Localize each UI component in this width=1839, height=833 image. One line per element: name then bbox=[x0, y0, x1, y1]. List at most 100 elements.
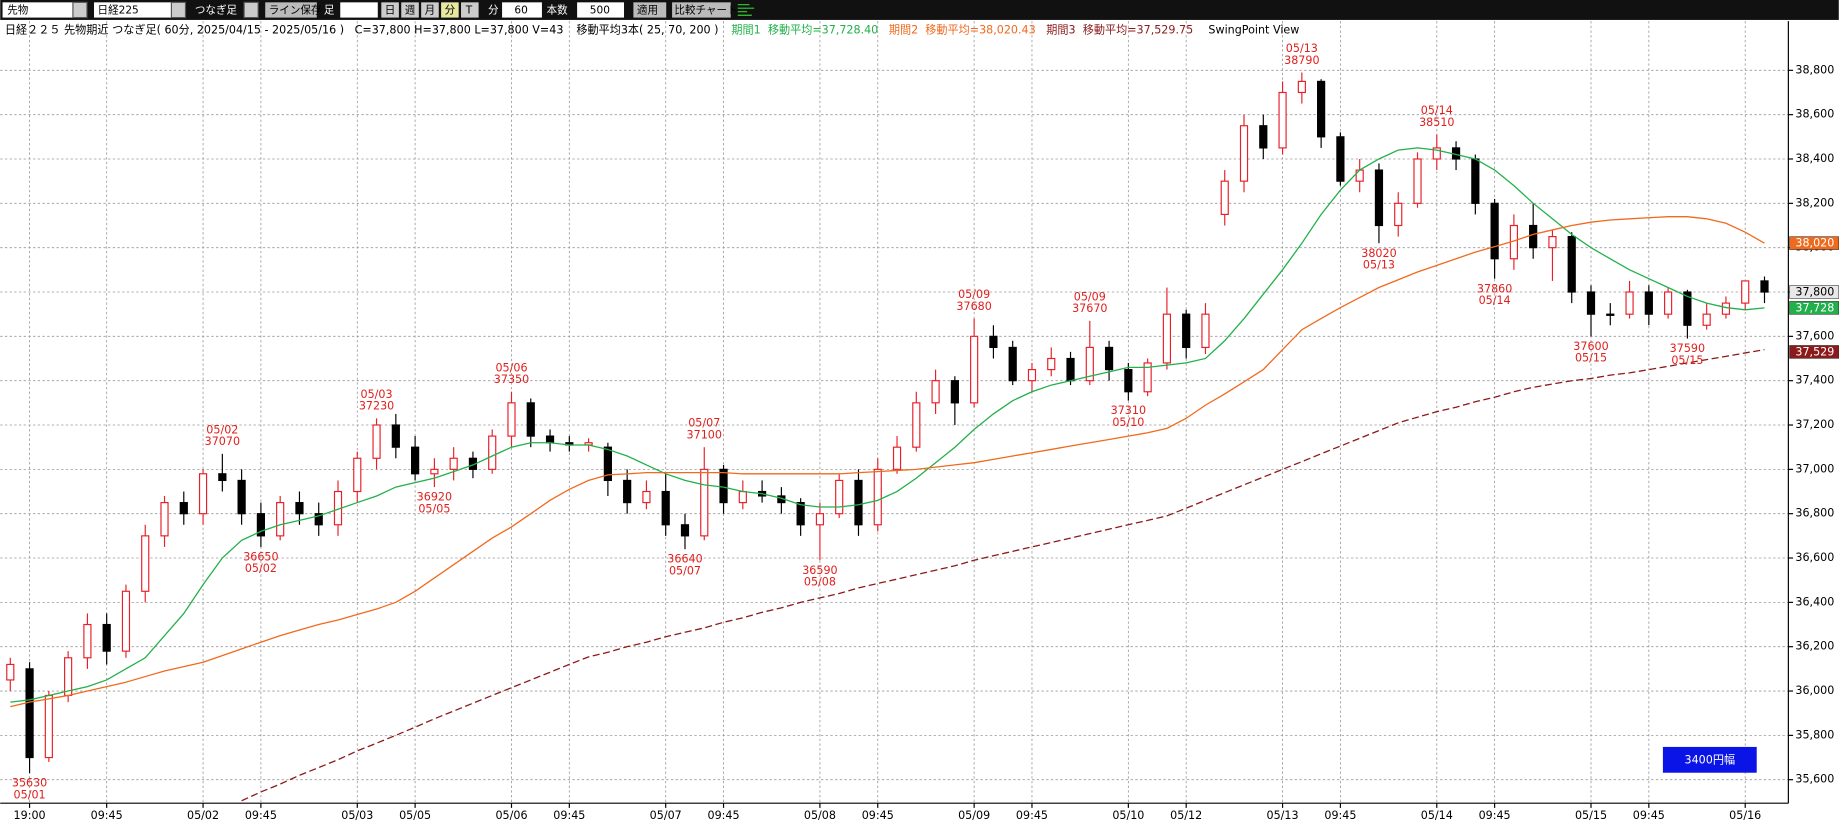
candle-body bbox=[1047, 357, 1056, 371]
candle-body bbox=[1548, 235, 1557, 249]
day-button[interactable] bbox=[381, 2, 399, 18]
symbol: 日経225 bbox=[98, 4, 139, 17]
info-title: 日経２２５ 先物期近 つなぎ足( 60分, 2025/04/15 - 2025/… bbox=[5, 22, 344, 36]
candle-body bbox=[1741, 280, 1750, 304]
candle-body bbox=[488, 435, 497, 470]
market-select[interactable] bbox=[2, 2, 87, 18]
candle-body bbox=[1278, 91, 1287, 149]
candle-body bbox=[1529, 224, 1538, 249]
x-tick-label: 05/02 bbox=[187, 809, 219, 822]
swing-date: 05/13 bbox=[1363, 259, 1395, 272]
candle-body bbox=[1066, 357, 1075, 382]
candle-body bbox=[642, 490, 651, 504]
candle-body bbox=[1394, 202, 1403, 227]
candle-body bbox=[815, 513, 825, 526]
bar-label: 足 bbox=[324, 5, 335, 17]
swing-value: 37350 bbox=[494, 373, 529, 386]
week-button[interactable] bbox=[401, 2, 419, 18]
dropdown-button[interactable] bbox=[72, 1, 88, 19]
candle-body bbox=[1644, 291, 1653, 315]
dropdown-button[interactable] bbox=[170, 1, 187, 19]
tick-button[interactable] bbox=[461, 2, 479, 18]
x-tick-label: 09:45 bbox=[91, 809, 123, 822]
swing-value: 37590 bbox=[1670, 342, 1705, 355]
x-tick-label: 05/10 bbox=[1112, 809, 1144, 822]
candle-body bbox=[989, 335, 998, 349]
candle-body bbox=[873, 468, 882, 526]
save-button[interactable] bbox=[265, 2, 317, 18]
day-label: 日 bbox=[385, 5, 396, 17]
swing-date: 05/09 bbox=[1074, 290, 1106, 303]
candle-body bbox=[1143, 362, 1152, 393]
candle-body bbox=[25, 668, 34, 759]
candle-body bbox=[1085, 346, 1094, 382]
swing-value: 36640 bbox=[667, 553, 702, 566]
candle-body bbox=[44, 694, 53, 759]
y-tick-label: 35,600 bbox=[1795, 773, 1834, 786]
symbol-select[interactable] bbox=[94, 2, 186, 18]
candle-body bbox=[430, 468, 439, 475]
candle-body bbox=[680, 524, 690, 537]
apply-button[interactable] bbox=[633, 2, 667, 18]
candle-body bbox=[1702, 313, 1711, 326]
plot-background bbox=[0, 21, 1789, 804]
ma1-label: 移動平均=37,728.40 bbox=[768, 22, 878, 36]
candle-body bbox=[141, 535, 150, 592]
swing-date: 05/05 bbox=[418, 502, 450, 515]
candle-body bbox=[1721, 302, 1731, 315]
x-tick-label: 05/09 bbox=[958, 809, 990, 822]
apply-label: 適用 bbox=[637, 4, 658, 17]
x-tick-label: 05/14 bbox=[1421, 809, 1453, 822]
swing-value: 37860 bbox=[1477, 282, 1512, 295]
compare-button[interactable] bbox=[672, 2, 731, 18]
market: 先物 bbox=[7, 4, 29, 17]
candle-body bbox=[83, 623, 92, 659]
count: 500 bbox=[590, 5, 610, 17]
mode-select[interactable]: つなぎ足 bbox=[195, 4, 238, 17]
candle-body bbox=[950, 380, 959, 404]
month-label: 月 bbox=[425, 5, 436, 17]
x-tick-label: 09:45 bbox=[1324, 809, 1356, 822]
candle-body bbox=[160, 502, 169, 537]
minute-button[interactable] bbox=[441, 2, 459, 18]
y-tick-label: 37,600 bbox=[1795, 329, 1834, 342]
range-label: 3400円幅 bbox=[1685, 753, 1736, 766]
candle-body bbox=[1490, 202, 1499, 260]
toolbar bbox=[0, 0, 1839, 20]
candle-body bbox=[1567, 235, 1576, 293]
candle-body bbox=[1104, 346, 1114, 371]
candle-body bbox=[295, 502, 304, 515]
candle-body bbox=[1606, 313, 1615, 316]
bar-input[interactable] bbox=[340, 2, 378, 18]
month-button[interactable] bbox=[421, 2, 439, 18]
x-tick-label: 05/05 bbox=[399, 809, 431, 822]
candle-body bbox=[1201, 313, 1210, 349]
chart-icon[interactable] bbox=[737, 4, 755, 16]
ma2-label: 移動平均=38,020.43 bbox=[925, 22, 1035, 36]
candle-body bbox=[411, 446, 420, 475]
count-input[interactable] bbox=[577, 2, 625, 18]
candle-body bbox=[276, 502, 285, 537]
x-tick-label: 05/07 bbox=[650, 809, 682, 822]
moving-average-line bbox=[10, 216, 1765, 708]
x-tick-label: 19:00 bbox=[14, 809, 46, 822]
candle-body bbox=[719, 468, 728, 504]
interval-input[interactable] bbox=[502, 2, 542, 18]
swing-value: 35630 bbox=[12, 777, 47, 790]
y-tick-label: 37,000 bbox=[1795, 462, 1834, 475]
x-tick-label: 05/08 bbox=[804, 809, 836, 822]
y-tick-label: 38,200 bbox=[1795, 196, 1834, 209]
y-tick-label: 36,200 bbox=[1795, 640, 1834, 653]
dropdown-button[interactable] bbox=[243, 1, 259, 19]
